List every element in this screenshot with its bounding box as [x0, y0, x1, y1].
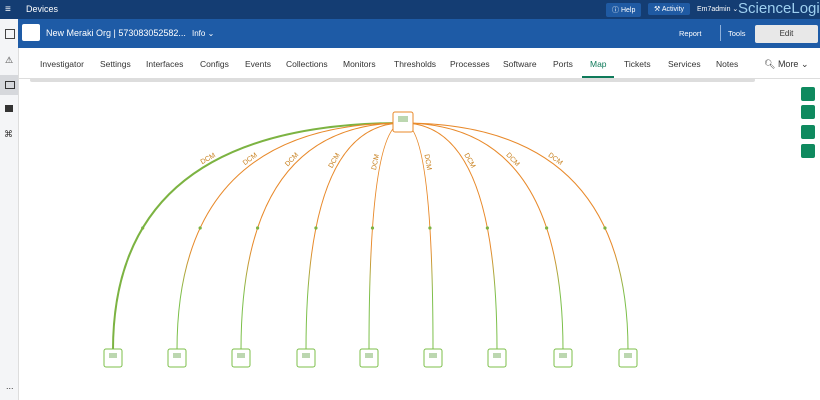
device-node	[296, 348, 316, 368]
tab[interactable]: Interfaces	[146, 59, 184, 69]
more-label: More	[777, 59, 799, 69]
edge-label: DCM	[284, 152, 300, 168]
edge-label: DCM	[200, 152, 217, 166]
device-node	[553, 348, 573, 368]
tab[interactable]: Events	[245, 59, 271, 69]
report-link[interactable]: Report	[679, 29, 702, 38]
user-menu[interactable]: Em7admin ⌄	[697, 6, 739, 13]
node-icon	[302, 353, 310, 358]
tab-bar: 🔍︎ More ⌄ Investigator Settings Interfaces…	[18, 48, 820, 79]
edge-label: DCM	[328, 152, 342, 169]
device-node	[231, 348, 251, 368]
tab[interactable]: Thresholds	[394, 59, 437, 69]
top-bar: ≡ Devices ⓘ Help ⚒ Activity Em7admin ⌄ S…	[0, 0, 820, 19]
edge	[305, 122, 404, 351]
edge	[402, 122, 629, 351]
edge-arrow	[428, 226, 432, 230]
zoom-out-button[interactable]	[801, 105, 815, 119]
edge	[240, 122, 404, 351]
node-icon	[624, 353, 632, 358]
edge	[176, 122, 404, 351]
edge-label: DCM	[462, 152, 476, 169]
device-node	[487, 348, 507, 368]
edge-label: DCM	[371, 153, 381, 170]
pan-button[interactable]	[801, 125, 815, 139]
tab[interactable]: Software	[503, 59, 537, 69]
node-icon	[109, 353, 117, 358]
edge-arrow	[255, 226, 260, 230]
activity-button[interactable]: ⚒ Activity	[648, 3, 691, 15]
tab[interactable]: Monitors	[343, 59, 376, 69]
edge-label: DCM	[504, 152, 520, 168]
info-menu[interactable]: Info ⌄	[192, 29, 215, 38]
edge-label: DCM	[547, 152, 564, 167]
node-icon	[559, 353, 567, 358]
device-node	[103, 348, 123, 368]
tab[interactable]: Settings	[100, 59, 131, 69]
edge-label: DCM	[422, 154, 432, 171]
node-icon	[237, 353, 245, 358]
device-header: New Meraki Org | 573083052582... Info ⌄ …	[18, 19, 820, 48]
devices-icon-glyph	[5, 81, 15, 89]
device-node	[392, 111, 414, 133]
device-node	[359, 348, 379, 368]
topology-icon[interactable]: ⌘	[4, 129, 13, 139]
more-menu[interactable]: ...	[6, 381, 14, 391]
dashboard-icon[interactable]	[5, 29, 15, 39]
device-node	[618, 348, 638, 368]
tab[interactable]: Ports	[553, 59, 573, 69]
info-label: Info	[192, 29, 206, 38]
zoom-in-button[interactable]	[801, 87, 815, 101]
tab[interactable]: Notes	[716, 59, 739, 69]
device-name: New Meraki Org | 573083052582...	[46, 28, 186, 38]
edge-arrow	[314, 226, 318, 230]
logo: ScienceLogic	[738, 0, 820, 17]
node-icon	[365, 353, 373, 358]
edge-label: DCM	[242, 152, 259, 167]
tab[interactable]: Map	[590, 59, 607, 69]
edge	[368, 122, 404, 351]
edge-arrow	[603, 226, 607, 230]
edge-arrow	[198, 226, 202, 230]
divider	[720, 25, 721, 41]
help-button[interactable]: ⓘ Help	[606, 3, 642, 17]
scrollbar	[30, 78, 755, 82]
edge-arrow	[545, 226, 549, 230]
menu-icon[interactable]: ≡	[5, 4, 11, 15]
edge	[402, 122, 564, 351]
tab[interactable]: Tickets	[624, 59, 651, 69]
device-node	[423, 348, 443, 368]
alert-icon[interactable]: ⚠	[5, 55, 14, 65]
help-label: Help	[620, 7, 636, 14]
node-icon	[398, 116, 408, 122]
tab[interactable]: Investigator	[40, 59, 84, 69]
edit-button[interactable]: Edit	[755, 25, 818, 43]
edge	[402, 122, 498, 351]
devices-icon[interactable]	[0, 75, 18, 95]
tools-link[interactable]: Tools	[728, 29, 746, 38]
node-icon	[493, 353, 501, 358]
tab[interactable]: Configs	[200, 59, 229, 69]
edge	[112, 122, 404, 351]
node-icon	[173, 353, 181, 358]
device-node	[167, 348, 187, 368]
node-icon	[429, 353, 437, 358]
tab[interactable]: Collections	[286, 59, 328, 69]
fit-button[interactable]	[801, 144, 815, 158]
activity-label: Activity	[661, 6, 685, 13]
device-icon	[22, 24, 40, 41]
edge	[402, 122, 434, 351]
edge-arrow	[141, 226, 145, 230]
tab[interactable]: Services	[668, 59, 701, 69]
sidebar: ⚠ ⌘ ...	[0, 19, 19, 400]
user-name: Em7admin	[697, 6, 731, 13]
more-tab[interactable]: 🔍︎ More ⌄	[764, 59, 809, 69]
page-title: Devices	[26, 4, 59, 14]
edge-arrow	[485, 226, 489, 230]
jobs-icon[interactable]	[5, 105, 13, 112]
tab[interactable]: Processes	[450, 59, 490, 69]
active-tab-indicator	[582, 76, 614, 78]
edge-arrow	[370, 226, 375, 230]
